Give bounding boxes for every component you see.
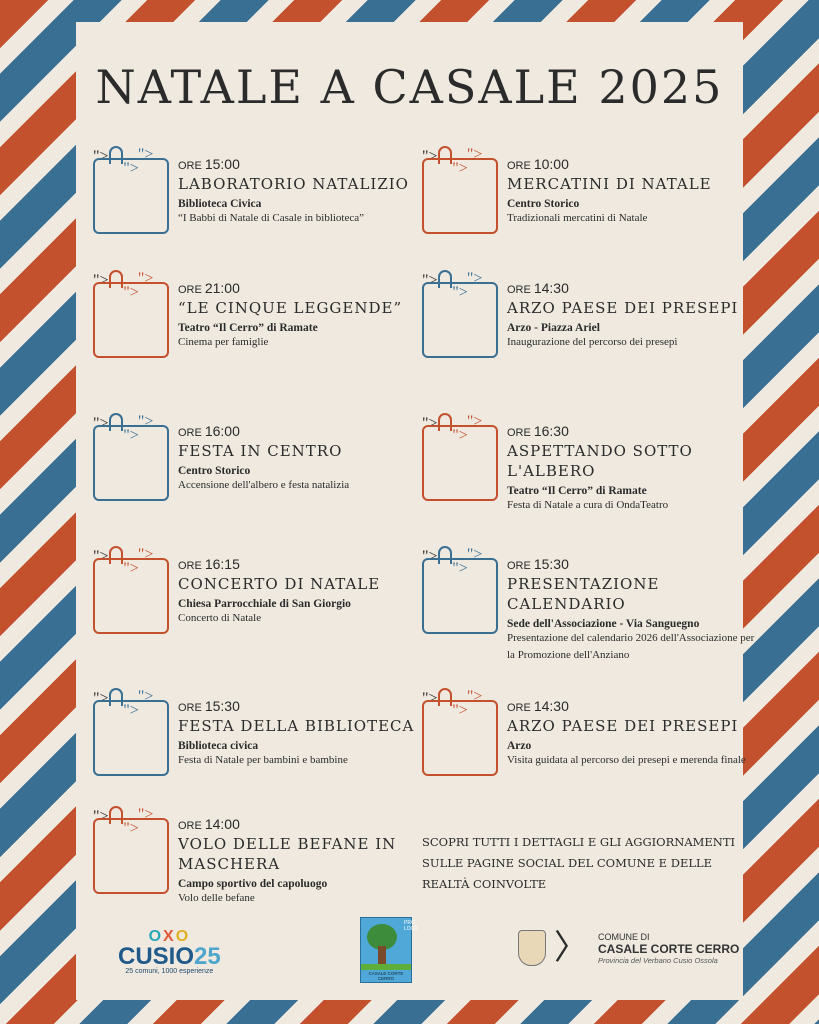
event-description: Volo delle befane: [178, 892, 255, 904]
event-description: Inaugurazione del percorso dei presepi: [507, 336, 678, 348]
event-place: Centro Storico: [178, 465, 251, 477]
event-name: Laboratorio Natalizio: [178, 175, 409, 193]
event-time: ORE 10:00: [507, 156, 569, 172]
calendar-icon: "> ">: [93, 270, 169, 358]
cusio25-logo: OXO CUSIO25 25 comuni, 1000 esperienze: [118, 928, 221, 975]
event-time: ORE 21:00: [178, 280, 240, 296]
event-time: ORE 16:30: [507, 423, 569, 439]
event-time: ORE 14:30: [507, 280, 569, 296]
calendar-icon: "> ">: [422, 688, 498, 776]
event-name: “Le cinque leggende”: [178, 299, 403, 317]
event-place: Arzo - Piazza Ariel: [507, 322, 600, 334]
event-name: Presentazione calendario: [507, 575, 660, 613]
poster-background: [76, 22, 743, 1000]
event-name: Volo delle befane in maschera: [178, 835, 397, 873]
event-time: ORE 14:00: [178, 816, 240, 832]
event-description: Tradizionali mercatini di Natale: [507, 212, 648, 224]
event-place: Chiesa Parrocchiale di San Giorgio: [178, 598, 351, 610]
event-description: Festa di Natale per bambini e bambine: [178, 754, 348, 766]
event-place: Teatro “Il Cerro” di Ramate: [507, 485, 647, 497]
coat-of-arms-icon: [518, 930, 546, 966]
event-place: Biblioteca Civica: [178, 198, 262, 210]
calendar-icon: "> ">: [93, 413, 169, 501]
event-place: Biblioteca civica: [178, 740, 259, 752]
event-time: ORE 14:30: [507, 698, 569, 714]
event-place: Sede dell'Associazione - Via Sanguegno: [507, 618, 700, 630]
comune-logo: 〉 COMUNE DI CASALE CORTE CERRO Provincia…: [518, 930, 739, 966]
event-description: Visita guidata al percorso dei presepi e…: [507, 754, 746, 766]
calendar-icon: "> ">: [93, 806, 169, 894]
calendar-icon: "> ">: [422, 546, 498, 634]
event-name: Concerto di Natale: [178, 575, 381, 593]
calendar-icon: "> ">: [422, 413, 498, 501]
calendar-icon: "> ">: [93, 146, 169, 234]
calendar-icon: "> ">: [93, 688, 169, 776]
event-name: Arzo paese dei presepi: [507, 299, 739, 317]
event-time: ORE 16:00: [178, 423, 240, 439]
poster-title: NATALE A CASALE 2025: [95, 60, 724, 114]
event-place: Campo sportivo del capoluogo: [178, 878, 328, 890]
event-name: Aspettando sotto l'albero: [507, 442, 693, 480]
tree-icon: [367, 924, 397, 950]
event-name: Arzo paese dei presepi: [507, 717, 739, 735]
social-note: Scopri tutti i dettagli e gli aggiorname…: [422, 835, 736, 891]
event-place: Teatro “Il Cerro” di Ramate: [178, 322, 318, 334]
event-time: ORE 16:15: [178, 556, 240, 572]
event-description: Festa di Natale a cura di OndaTeatro: [507, 499, 669, 511]
event-time: ORE 15:30: [178, 698, 240, 714]
event-description: Concerto di Natale: [178, 612, 262, 624]
event-description: Cinema per famiglie: [178, 336, 269, 348]
event-place: Centro Storico: [507, 198, 580, 210]
event-description: “I Babbi di Natale di Casale in bibliote…: [178, 212, 365, 224]
event-time: ORE 15:30: [507, 556, 569, 572]
event-name: Festa in centro: [178, 442, 343, 460]
event-name: Mercatini di Natale: [507, 175, 712, 193]
calendar-icon: "> ">: [93, 546, 169, 634]
cusio-mark: OXO: [148, 928, 191, 945]
event-place: Arzo: [507, 740, 532, 752]
calendar-icon: "> ">: [422, 270, 498, 358]
calendar-icon: "> ">: [422, 146, 498, 234]
proloco-logo: PRO LOCO CASALE CORTE CERRO: [360, 917, 418, 983]
event-description: Accensione dell'albero e festa natalizia: [178, 479, 350, 491]
event-time: ORE 15:00: [178, 156, 240, 172]
event-description: Presentazione del calendario 2026 dell'A…: [507, 632, 755, 661]
event-name: Festa della biblioteca: [178, 717, 415, 735]
